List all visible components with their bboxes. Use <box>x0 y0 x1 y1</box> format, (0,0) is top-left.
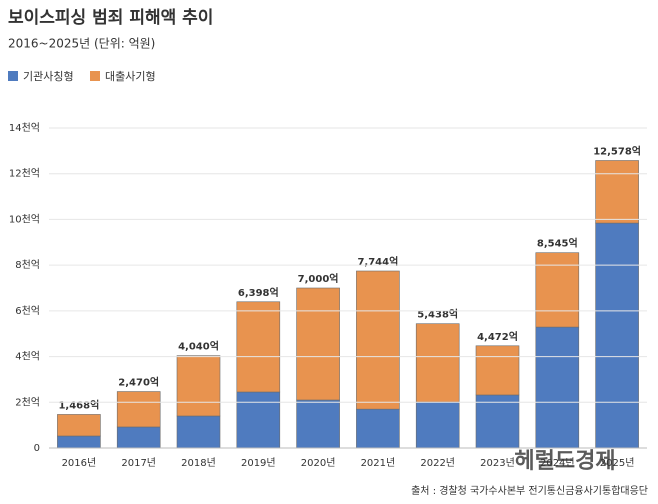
bar-segment <box>236 391 281 449</box>
bar-segment <box>415 323 460 403</box>
total-label: 6,398억 <box>238 287 279 299</box>
total-label: 4,040억 <box>178 341 219 353</box>
total-label: 7,000억 <box>298 273 339 285</box>
bar-segment <box>595 222 639 449</box>
y-tick-label: 8천억 <box>15 259 40 271</box>
y-tick-label: 6천억 <box>15 305 40 317</box>
y-tick-label: 4천억 <box>15 351 40 363</box>
x-tick-label: 2024년 <box>540 457 575 469</box>
bar-segment <box>116 426 161 449</box>
watermark: 헤럴드경제 <box>514 449 615 474</box>
x-tick-label: 2022년 <box>420 457 455 469</box>
total-label: 4,472억 <box>477 331 518 343</box>
x-tick-label: 2019년 <box>241 457 276 469</box>
y-tick-label: 12천억 <box>9 168 40 180</box>
x-tick-label: 2023년 <box>480 457 515 469</box>
x-tick-label: 2017년 <box>121 457 156 469</box>
bar-segment <box>57 435 101 449</box>
chart-title: 보이스피싱 범죄 피해액 추이 <box>8 8 213 28</box>
source: 출처 : 경찰청 국가수사본부 전기통신금융사기통합대응단 <box>411 484 648 497</box>
bar-segment <box>595 160 639 224</box>
bar-segment <box>415 401 460 449</box>
x-tick-label: 2025년 <box>600 457 635 469</box>
bar-segment <box>176 355 221 417</box>
y-tick-label: 14천억 <box>9 122 40 134</box>
y-tick-label: 0 <box>34 443 40 454</box>
bar-segment <box>236 301 281 393</box>
bar-segment <box>475 394 520 449</box>
x-tick-label: 2020년 <box>301 457 336 469</box>
total-label: 12,578억 <box>593 146 641 158</box>
total-label: 1,468억 <box>58 399 99 411</box>
x-tick-label: 2021년 <box>361 457 396 469</box>
bar-segment <box>296 399 340 449</box>
legend-label: 대출사기형 <box>105 70 156 83</box>
bar-segment <box>535 326 580 449</box>
bar-segment <box>475 345 520 396</box>
bar-segment <box>176 415 221 449</box>
legend-label: 기관사칭형 <box>23 70 74 83</box>
bar-segment <box>57 414 101 437</box>
x-tick-label: 2016년 <box>62 457 97 469</box>
bar-segment <box>116 391 161 428</box>
legend-swatch <box>90 71 100 81</box>
y-tick-label: 2천억 <box>15 396 40 408</box>
bar-segment <box>535 252 580 328</box>
bar-segment <box>356 270 400 410</box>
y-tick-label: 10천억 <box>9 213 40 225</box>
total-label: 8,545억 <box>537 238 578 250</box>
x-tick-label: 2018년 <box>181 457 216 469</box>
bar-segment <box>296 287 340 401</box>
legend-swatch <box>8 71 18 81</box>
total-label: 2,470억 <box>118 377 159 389</box>
total-label: 5,438억 <box>417 309 458 321</box>
bar-segment <box>356 408 400 449</box>
total-label: 7,744억 <box>357 256 398 268</box>
chart-subtitle: 2016~2025년 (단위: 억원) <box>8 37 155 51</box>
